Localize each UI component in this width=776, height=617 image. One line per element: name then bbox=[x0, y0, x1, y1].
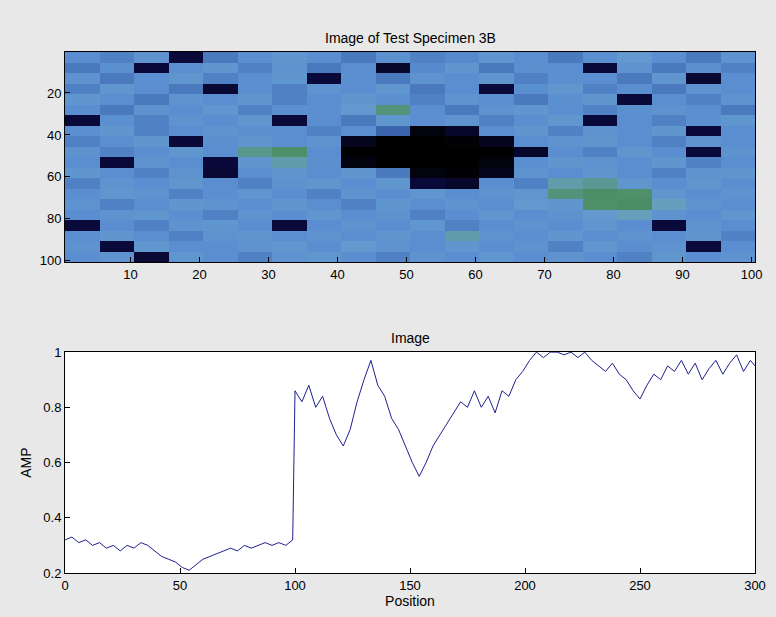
svg-text:40: 40 bbox=[47, 127, 61, 142]
svg-text:250: 250 bbox=[629, 578, 651, 593]
svg-text:80: 80 bbox=[606, 267, 620, 282]
svg-text:300: 300 bbox=[744, 578, 766, 593]
svg-text:50: 50 bbox=[399, 267, 413, 282]
svg-text:0: 0 bbox=[61, 578, 68, 593]
svg-text:100: 100 bbox=[284, 578, 306, 593]
svg-text:1: 1 bbox=[54, 345, 61, 360]
svg-text:0.4: 0.4 bbox=[43, 510, 61, 525]
svg-text:10: 10 bbox=[123, 267, 137, 282]
svg-text:0.8: 0.8 bbox=[43, 400, 61, 415]
svg-text:0.6: 0.6 bbox=[43, 455, 61, 470]
svg-text:50: 50 bbox=[173, 578, 187, 593]
svg-text:60: 60 bbox=[47, 169, 61, 184]
svg-text:20: 20 bbox=[47, 85, 61, 100]
svg-text:AMP: AMP bbox=[18, 447, 34, 477]
svg-text:70: 70 bbox=[537, 267, 551, 282]
svg-text:Position: Position bbox=[385, 593, 435, 609]
svg-text:Image of Test Specimen 3B: Image of Test Specimen 3B bbox=[325, 30, 496, 46]
svg-text:80: 80 bbox=[47, 211, 61, 226]
svg-text:100: 100 bbox=[40, 253, 62, 268]
svg-text:30: 30 bbox=[261, 267, 275, 282]
svg-text:20: 20 bbox=[192, 267, 206, 282]
svg-text:150: 150 bbox=[399, 578, 421, 593]
svg-text:40: 40 bbox=[330, 267, 344, 282]
svg-text:0.2: 0.2 bbox=[43, 566, 61, 581]
svg-text:60: 60 bbox=[468, 267, 482, 282]
svg-text:100: 100 bbox=[741, 267, 763, 282]
svg-text:Image: Image bbox=[391, 330, 430, 346]
svg-text:90: 90 bbox=[675, 267, 689, 282]
svg-text:200: 200 bbox=[514, 578, 536, 593]
